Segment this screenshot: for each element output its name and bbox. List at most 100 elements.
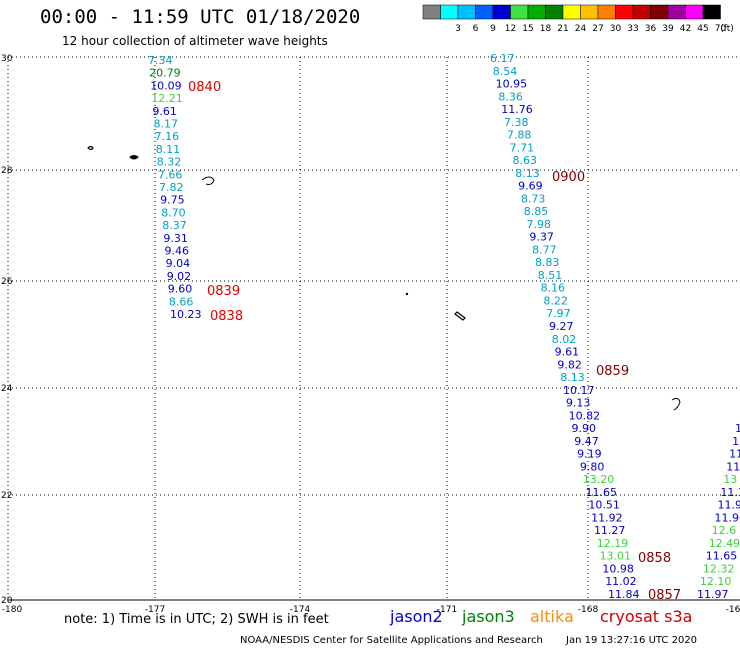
wave-height-label: 8.22 [543,294,568,307]
wave-height-label: 10.09 [150,79,182,92]
legend-swatch [475,4,494,20]
wave-height-label: 8.36 [498,90,523,103]
wave-height-label: 8.02 [552,333,577,346]
legend-swatch [702,4,721,20]
wave-height-label: 9.90 [571,422,596,435]
wave-height-label: 9.47 [574,435,599,448]
island-outline [201,176,215,185]
wave-height-label: 8.85 [524,205,549,218]
legend-swatch [667,4,686,20]
y-tick-label: 22 [1,491,12,501]
y-tick-label: 26 [1,277,13,287]
wave-height-label: 9.37 [529,231,554,244]
island-outline [87,145,94,151]
legend-swatch [527,4,546,20]
legend-label: 18 [540,24,552,34]
wave-height-label: 9.75 [160,194,185,207]
wave-height-label: 11.97 [717,499,740,512]
pass-time-label: 0838 [210,309,243,324]
wave-height-label: 8.54 [493,65,518,78]
legend-label: 39 [662,24,674,34]
wave-height-label: 8.17 [154,118,179,131]
wave-height-label: 7.34 [148,54,173,67]
legend-swatch [562,4,581,20]
island-outline [671,397,681,411]
wave-height-label: 7.71 [510,141,534,154]
wave-height-label: 9.61 [555,346,580,359]
wave-height-label: 8.66 [169,295,194,308]
wave-height-label: 10.98 [602,562,634,575]
wave-height-label: 9.02 [167,270,192,283]
wave-height-label: 8.16 [541,282,566,295]
page-title: 00:00 - 11:59 UTC 01/18/2020 [40,6,361,28]
wave-height-label: 11 [726,460,740,473]
x-tick-label: -174 [290,605,311,615]
legend-label: 9 [490,24,496,34]
satellite-altika: altika [530,607,574,626]
x-tick-label: -16 [726,605,740,615]
wave-height-label: 12.49 [709,537,740,550]
legend-label: 6 [473,24,479,34]
island-outline [129,155,139,160]
satellite-jason3: jason3 [462,607,515,626]
pass-time-label: 0859 [596,364,629,379]
wave-height-label: 12.19 [597,537,629,550]
wave-height-label: 7.16 [155,130,180,143]
wave-height-label: 6.17 [490,52,515,65]
wave-height-label: 8.32 [157,156,182,169]
wave-height-label: 8.63 [512,154,537,167]
wave-height-label: 9.60 [168,283,193,296]
generation-timestamp: Jan 19 13:27:16 UTC 2020 [566,635,698,646]
x-tick-label: -171 [437,605,457,615]
legend-label: 42 [680,24,691,34]
legend-label: 21 [557,24,568,34]
wave-height-label: 8.13 [515,167,540,180]
wave-height-label: 10.23 [170,308,202,321]
wave-height-label: 11 [729,448,740,461]
wave-height-label: 9.61 [152,105,177,118]
wave-height-label: 11.65 [706,550,738,563]
island-outline [454,311,466,321]
legend-swatch [510,4,529,20]
footer-note: note: 1) Time is in UTC; 2) SWH is in fe… [64,612,329,627]
x-tick-label: -180 [2,605,23,615]
legend-swatch [615,4,634,20]
wave-height-label: 10.17 [563,384,595,397]
wave-height-label: 9.19 [577,448,602,461]
wave-height-label: 20.79 [149,67,181,80]
wave-height-label: 12.32 [703,562,735,575]
wave-height-label: 7.38 [504,116,529,129]
legend-label: 45 [697,24,708,34]
wave-height-label: 11.3 [720,486,740,499]
wave-height-label: 8.77 [532,243,557,256]
x-tick-label: -168 [578,605,599,615]
legend-swatch [440,4,459,20]
legend-swatch [650,4,669,20]
wave-height-label: 13 [723,473,737,486]
wave-height-label: 11.97 [697,588,729,601]
wave-height-label: 7.98 [527,218,552,231]
wave-height-label: 9.82 [557,358,582,371]
wave-height-label: 9.69 [518,180,543,193]
pass-time-label: 0857 [648,588,681,603]
wave-height-label: 11.92 [591,511,623,524]
legend-label: 27 [592,24,603,34]
wave-height-label: 8.73 [521,192,546,205]
wave-height-label: 8.51 [538,269,563,282]
wave-height-label: 7.82 [159,181,184,194]
legend-label: 70 [715,24,727,34]
y-tick-label: 24 [1,384,13,394]
pass-time-label: 0858 [638,551,671,566]
legend-label: 24 [575,24,587,34]
legend-swatch [685,4,704,20]
pass-time-label: 0839 [207,284,240,299]
y-tick-label: 28 [1,166,13,176]
wave-height-label: 12.6 [712,524,737,537]
legend-swatch [545,4,564,20]
legend-swatch [422,4,441,20]
wave-height-label: 8.11 [156,143,181,156]
wave-height-label: 11 [732,435,740,448]
wave-height-label: 11.84 [608,588,640,601]
wave-height-label: 9.27 [549,320,574,333]
wave-height-label: 9.46 [165,245,190,258]
